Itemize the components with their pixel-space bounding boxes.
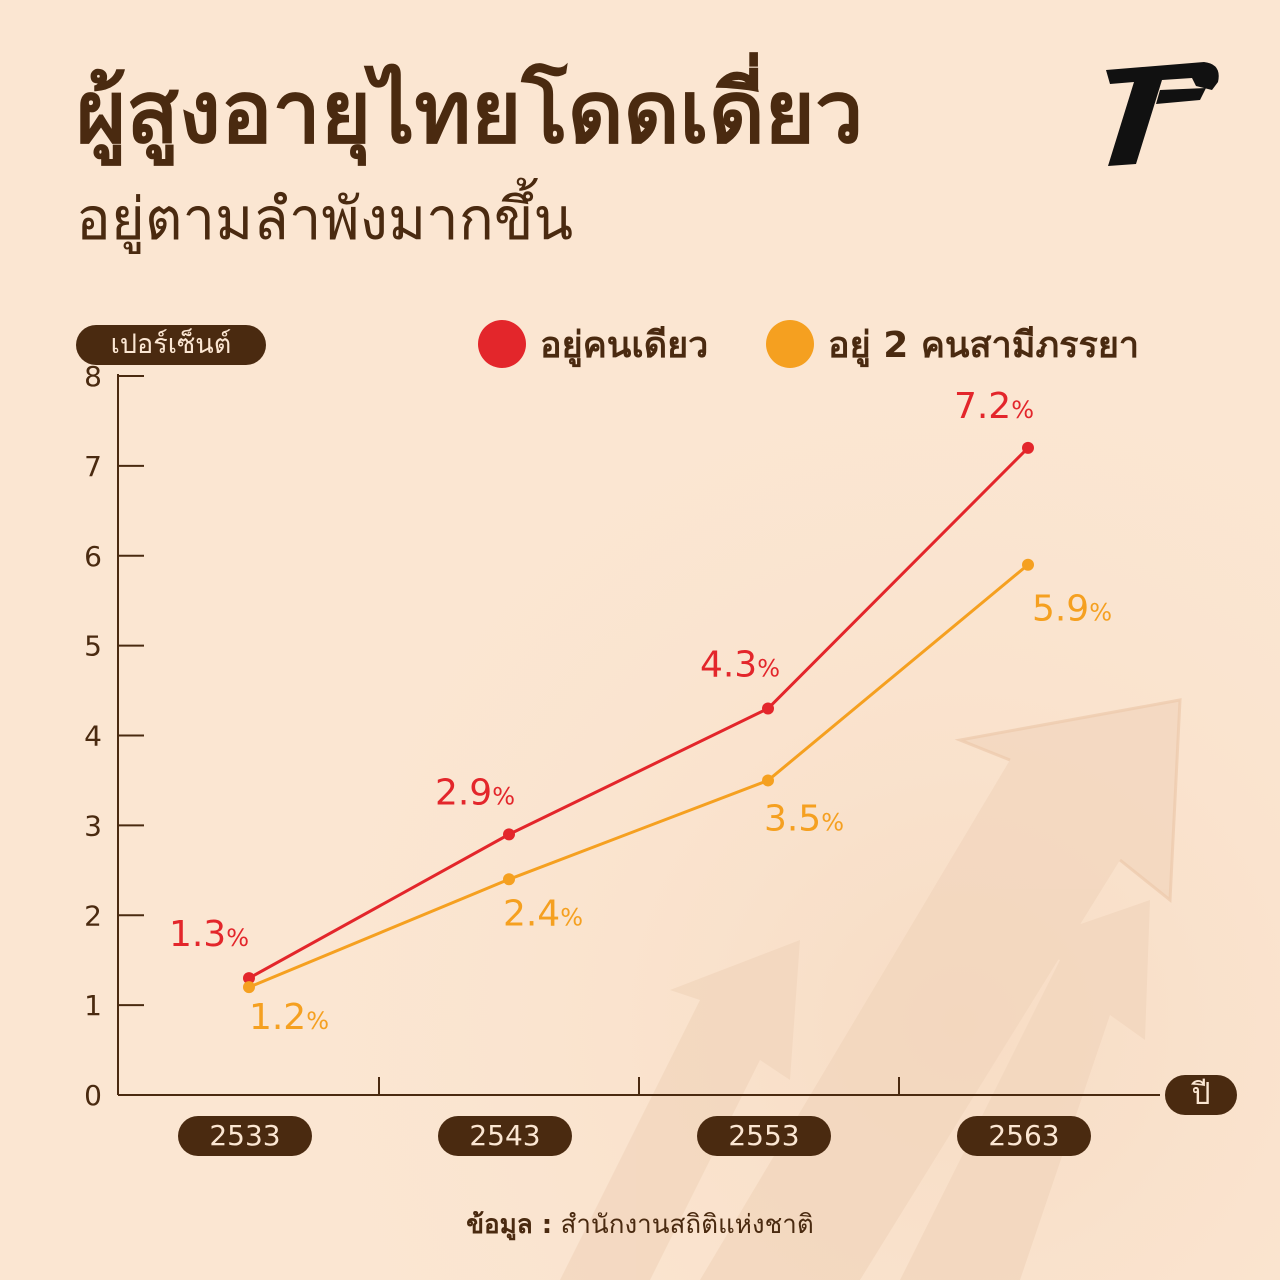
chart-value-labels: 1.3% 2.9% 4.3% 7.2% 1.2% 2.4% 3.5% 5.9% [169, 386, 1112, 1038]
data-label: 1.3% [169, 914, 249, 955]
data-label: 4.3% [700, 645, 780, 686]
y-tick-label: 0 [84, 1079, 102, 1112]
data-point [243, 981, 255, 994]
y-tick-label: 4 [84, 720, 102, 753]
y-tick-label: 1 [84, 989, 102, 1022]
source-value: สำนักงานสถิติแห่งชาติ [560, 1210, 814, 1240]
y-axis-unit-label: เปอร์เซ็นต์ [76, 325, 266, 365]
data-label: 5.9% [1032, 589, 1112, 630]
legend-item-alone: อยู่คนเดียว [478, 318, 708, 370]
legend-item-couple: อยู่ 2 คนสามีภรรยา [766, 318, 1139, 370]
series-line-couple [248, 563, 1029, 989]
data-label: 3.5% [764, 798, 844, 839]
data-point [503, 873, 515, 886]
x-axis-category-label: 2563 [957, 1116, 1091, 1156]
y-tick-label: 5 [84, 630, 102, 663]
y-tick-label: 8 [84, 360, 102, 393]
x-axis-category-label: 2533 [178, 1116, 312, 1156]
data-point [1022, 558, 1034, 571]
x-axis-category-label: 2553 [697, 1116, 831, 1156]
series-line-alone [248, 446, 1030, 980]
data-point [243, 972, 255, 985]
source-note: ข้อมูล : สำนักงานสถิติแห่งชาติ [0, 1204, 1280, 1245]
x-axis-category-label: 2543 [438, 1116, 572, 1156]
x-axis-unit-label: ปี [1165, 1075, 1237, 1115]
data-point [762, 702, 774, 715]
data-label: 2.4% [503, 893, 583, 934]
y-tick-label: 2 [84, 899, 102, 932]
data-label: 1.2% [249, 997, 329, 1038]
page-subtitle: อยู่ตามลำพังมากขึ้น [76, 185, 574, 253]
y-tick-label: 6 [84, 540, 102, 573]
legend-label-couple: อยู่ 2 คนสามีภรรยา [828, 324, 1140, 366]
page-title: ผู้สูงอายุไทยโดดเดี่ยว [76, 63, 864, 163]
data-point [762, 774, 774, 787]
y-tick-label: 7 [84, 450, 102, 483]
legend-marker-couple [766, 320, 814, 368]
brand-logo [1106, 62, 1219, 166]
data-point [503, 828, 515, 841]
source-key: ข้อมูล : [466, 1210, 553, 1240]
y-tick-label: 3 [84, 809, 102, 842]
data-label: 7.2% [954, 386, 1034, 427]
legend-label-alone: อยู่คนเดียว [540, 324, 709, 366]
chart-axes: 0 1 2 3 4 5 6 7 8 [84, 360, 1160, 1112]
chart-series [243, 441, 1034, 994]
data-point [1022, 441, 1034, 454]
legend-marker-alone [478, 320, 526, 368]
data-label: 2.9% [435, 772, 515, 813]
